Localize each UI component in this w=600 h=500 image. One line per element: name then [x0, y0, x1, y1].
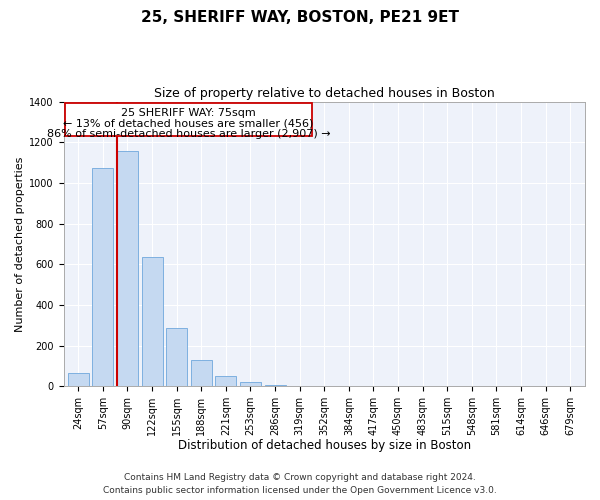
Bar — [142, 257, 163, 386]
Bar — [265, 384, 286, 386]
Bar — [92, 168, 113, 386]
Text: 25, SHERIFF WAY, BOSTON, PE21 9ET: 25, SHERIFF WAY, BOSTON, PE21 9ET — [141, 10, 459, 25]
Bar — [240, 382, 261, 386]
Bar — [68, 373, 89, 386]
Text: 86% of semi-detached houses are larger (2,907) →: 86% of semi-detached houses are larger (… — [47, 129, 330, 139]
Text: 25 SHERIFF WAY: 75sqm: 25 SHERIFF WAY: 75sqm — [121, 108, 256, 118]
Bar — [166, 328, 187, 386]
FancyBboxPatch shape — [65, 102, 312, 136]
X-axis label: Distribution of detached houses by size in Boston: Distribution of detached houses by size … — [178, 440, 471, 452]
Text: ← 13% of detached houses are smaller (456): ← 13% of detached houses are smaller (45… — [63, 118, 314, 128]
Bar — [215, 376, 236, 386]
Y-axis label: Number of detached properties: Number of detached properties — [15, 156, 25, 332]
Text: Contains HM Land Registry data © Crown copyright and database right 2024.
Contai: Contains HM Land Registry data © Crown c… — [103, 474, 497, 495]
Bar — [117, 152, 138, 386]
Title: Size of property relative to detached houses in Boston: Size of property relative to detached ho… — [154, 88, 494, 101]
Bar — [191, 360, 212, 386]
